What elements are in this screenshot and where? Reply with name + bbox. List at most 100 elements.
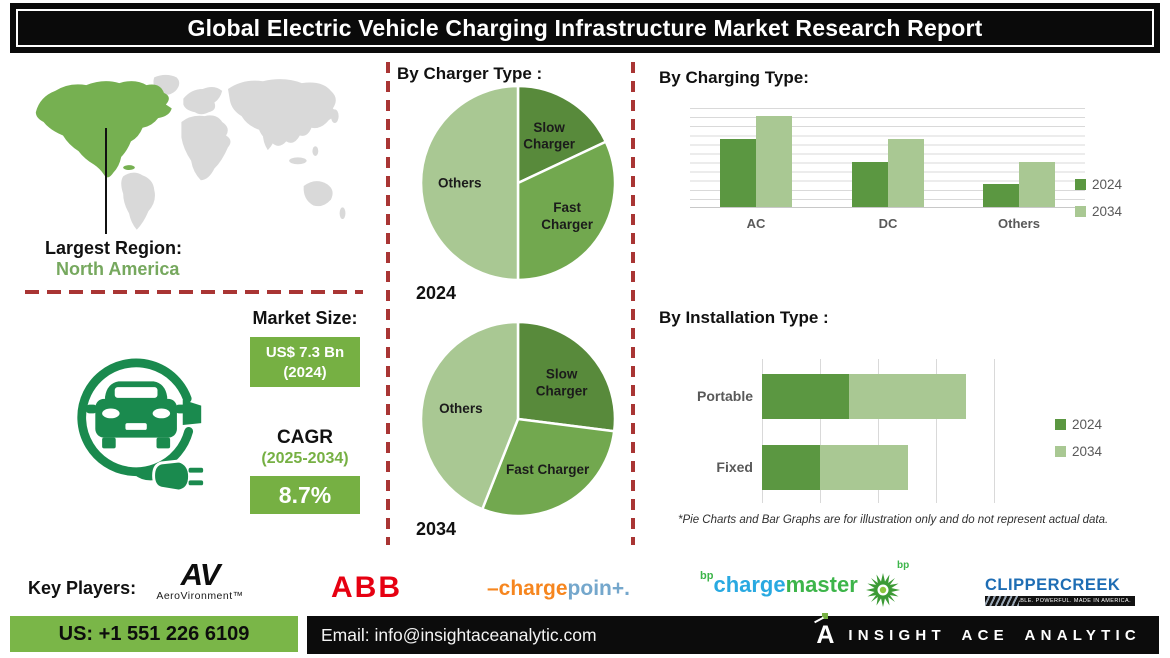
legend-label-2034: 2034: [1092, 204, 1123, 219]
vbar-category-others: Others: [998, 216, 1040, 231]
hbar-row-fixed: [762, 445, 908, 490]
helios-starburst: [866, 573, 900, 607]
largest-region-label: Largest Region:: [45, 238, 183, 258]
charging-type-title: By Charging Type:: [659, 68, 809, 87]
bar-group-ac: [719, 116, 792, 207]
installation-type-plot: [762, 359, 995, 503]
page-title: Global Electric Vehicle Charging Infrast…: [187, 14, 983, 41]
pie-slice-label: Slow Charger: [536, 366, 589, 398]
pie-slice-slow-charger: [516, 320, 617, 433]
map-japan: [330, 109, 339, 123]
legend-install-2024: 2024: [1055, 417, 1102, 432]
hbar-category-portable: Portable: [696, 388, 753, 404]
legend-2024: 2024: [1075, 177, 1122, 192]
pie-year-2024: 2024: [416, 283, 457, 303]
hbar-fixed-2024: [762, 445, 821, 490]
divider-vertical-1: [386, 62, 390, 545]
map-india: [262, 128, 277, 151]
pie-slice-label: Others: [438, 176, 482, 191]
map-australia: [303, 181, 333, 207]
legend-label-2024: 2024: [1092, 177, 1123, 192]
charging-type-plot: [690, 108, 1085, 208]
hbar-fixed-2034: [820, 445, 908, 490]
charger-type-title: By Charger Type :: [397, 64, 543, 83]
pie-chart-2024: Slow Charger Fast Charger Others: [419, 84, 617, 282]
title-bar: Global Electric Vehicle Charging Infrast…: [10, 3, 1160, 53]
aerovironment-name: AeroVironment™: [156, 590, 244, 602]
ev-charging-icon: [77, 358, 204, 493]
map-europe: [183, 86, 223, 115]
legend-label-install-2034: 2034: [1072, 444, 1103, 459]
brand-name: INSIGHT ACE ANALYTIC: [848, 626, 1141, 644]
logo-clippercreek: CLIPPERCREEK RELIABLE. POWERFUL. MADE IN…: [985, 576, 1135, 606]
world-map: [35, 74, 346, 230]
pie-slice-others: [419, 84, 520, 282]
pie-slice-label: Slow Charger: [523, 120, 576, 152]
pie-slice-fast-charger: [481, 417, 616, 518]
bar-others-2024: [983, 184, 1020, 207]
key-players-label: Key Players:: [28, 578, 137, 598]
phone-box: US: +1 551 226 6109: [10, 616, 298, 652]
pie-slice-others: [419, 320, 520, 511]
pie-slice-slow-charger: [516, 84, 608, 185]
brand-block: A INSIGHT ACE ANALYTIC: [814, 613, 1141, 654]
bp-wordmark: bp: [897, 560, 909, 571]
chargemaster-bp-prefix: bp: [700, 570, 714, 582]
pie-chart-2034: Slow Charger Fast Charger Others: [419, 320, 617, 518]
market-size-value: US$ 7.3 Bn: [265, 344, 345, 361]
legend-swatch-install-2024: [1055, 419, 1066, 430]
largest-region-value: North America: [56, 259, 180, 279]
aerovironment-mark: AV: [180, 557, 221, 592]
title-border: Global Electric Vehicle Charging Infrast…: [16, 9, 1154, 47]
map-south-america: [121, 172, 155, 230]
logo-chargepoint: –chargepoin+.: [487, 577, 630, 601]
legend-swatch-2034: [1075, 206, 1086, 217]
legend-swatch-install-2034: [1055, 446, 1066, 457]
legend-label-install-2024: 2024: [1072, 417, 1103, 432]
bar-group-dc: [851, 138, 924, 207]
bar-ac-2034: [755, 116, 792, 207]
chargemaster-part2: master: [785, 572, 858, 597]
insight-ace-logo-icon: A: [814, 613, 836, 650]
pie-slice-label: Others: [439, 401, 483, 416]
cagr-value-box: 8.7%: [250, 476, 360, 514]
email-text: Email: info@insightaceanalytic.com: [321, 625, 597, 645]
market-size-year: (2024): [283, 363, 327, 381]
pie-slice-label: Fast Charger: [506, 462, 590, 477]
market-size-value-box: US$ 7.3 Bn (2024): [250, 337, 360, 387]
market-size-label: Market Size:: [252, 308, 358, 328]
installation-type-title: By Installation Type :: [659, 308, 829, 327]
map-asia: [228, 79, 336, 146]
map-new-zealand: [339, 207, 346, 220]
hbar-portable-2024: [762, 374, 850, 419]
map-north-america: [35, 81, 172, 178]
map-africa: [181, 115, 231, 181]
chargepoint-part2: poin+.: [567, 577, 630, 600]
map-pointer-line: [105, 128, 107, 234]
bar-dc-2024: [851, 161, 888, 207]
logo-a-glyph: A: [816, 621, 835, 649]
legend-2034: 2034: [1075, 204, 1122, 219]
logo-bp-helios: bp: [866, 560, 909, 607]
footer-bar: Email: info@insightaceanalytic.com A INS…: [307, 613, 1159, 654]
bar-ac-2024: [719, 138, 756, 207]
clippercreek-mark: CLIPPERCREEK: [985, 576, 1121, 594]
clippercreek-tagline: RELIABLE. POWERFUL. MADE IN AMERICA.: [985, 596, 1135, 606]
hbar-portable-2034: [849, 374, 966, 419]
pie-year-2034: 2034: [416, 519, 457, 539]
pie-slice-label: Fast Charger: [541, 200, 594, 232]
map-caribbean: [123, 165, 135, 171]
divider-horizontal-left: [25, 290, 363, 294]
legend-swatch-2024: [1075, 179, 1086, 190]
pie-slice-fast-charger: [516, 140, 617, 282]
legend-install-2034: 2034: [1055, 444, 1102, 459]
logo-bp-chargemaster: bpchargemaster: [700, 570, 858, 598]
chargepoint-part1: –charge: [487, 577, 568, 600]
cagr-period: (2025-2034): [261, 450, 349, 467]
logo-aerovironment: AV AeroVironment™: [150, 557, 250, 602]
vbar-category-ac: AC: [746, 216, 766, 231]
disclaimer-note: *Pie Charts and Bar Graphs are for illus…: [678, 514, 1109, 526]
chargemaster-part1: charge: [713, 572, 786, 597]
logo-green-dot: [822, 613, 829, 619]
